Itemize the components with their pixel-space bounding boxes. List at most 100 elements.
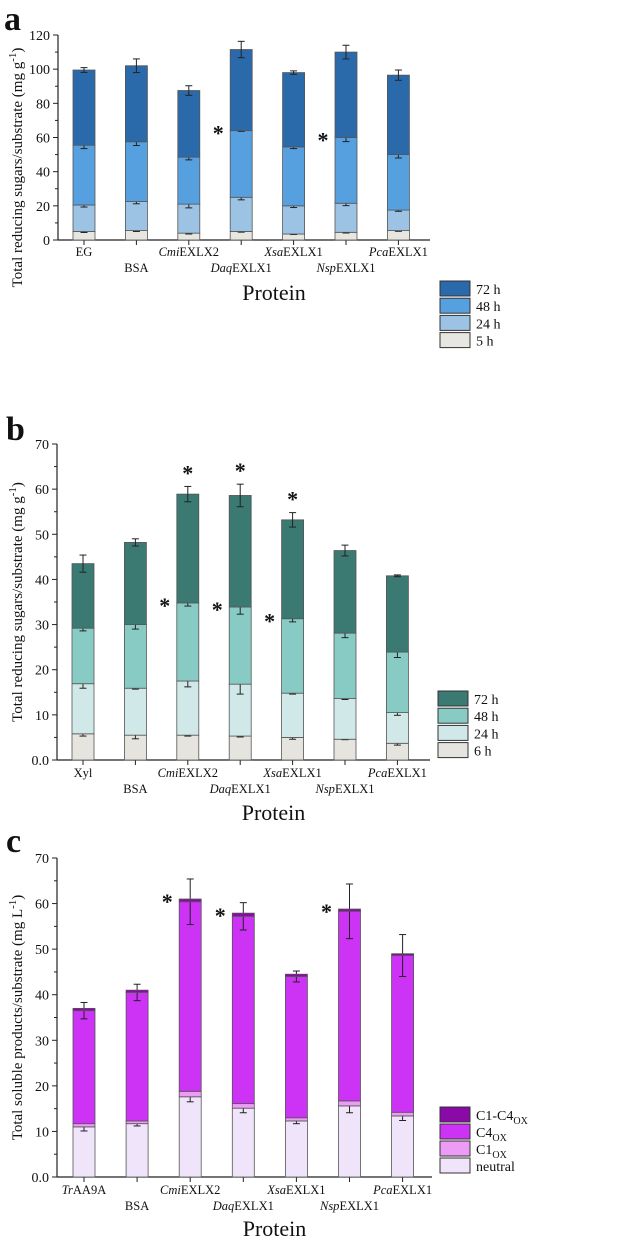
legend-swatch	[439, 1140, 471, 1157]
bar-segment	[284, 973, 308, 977]
legend-label: C1-C4OX	[476, 1109, 529, 1127]
bar-segment	[125, 1120, 149, 1125]
legend: 72 h 48 h 24 h 5 h	[439, 280, 501, 350]
legend-swatch	[437, 707, 469, 724]
y-tick-label: 30	[35, 1034, 49, 1049]
legend: 72 h 48 h 24 h 6 h	[437, 690, 499, 760]
bar-segment	[391, 955, 415, 1113]
bar-segment	[229, 49, 253, 132]
legend-swatch	[439, 1157, 471, 1174]
bar-segment	[284, 976, 308, 1119]
legend-label: C1OX	[476, 1143, 508, 1161]
y-tick-label: 40	[35, 989, 49, 1004]
y-tick-label: 60	[35, 898, 49, 913]
y-tick-label: 10	[35, 1125, 49, 1140]
significance-marker: *	[212, 597, 223, 622]
y-axis-title: Total reducing sugars/substrate (mg g-1)	[7, 48, 26, 288]
x-axis-title: Protein	[242, 800, 306, 825]
bar-segment	[176, 734, 200, 761]
bar-segment	[125, 992, 149, 1122]
legend-swatch	[439, 1106, 471, 1123]
bar-segment	[72, 69, 96, 146]
bar-segment	[71, 627, 95, 685]
bar-segment	[177, 90, 201, 158]
bar-segment	[385, 742, 409, 761]
bar-segment	[385, 712, 409, 744]
bar-segment	[281, 737, 305, 761]
bar-segment	[229, 196, 253, 232]
legend-label: 72 h	[476, 283, 501, 298]
bar-segment	[72, 144, 96, 206]
bar-segment	[281, 618, 305, 694]
bar-segment	[228, 495, 252, 608]
x-tick-label: PcaEXLX1	[372, 1183, 432, 1197]
bar-segment	[334, 202, 358, 233]
bar-segment	[338, 1100, 361, 1107]
bar-segment	[334, 137, 358, 204]
bar-segment	[125, 230, 148, 241]
bar-segment	[333, 632, 357, 700]
bar-segment	[178, 898, 202, 903]
significance-marker: *	[264, 609, 275, 634]
y-tick-label: 0	[43, 234, 50, 249]
legend-swatch	[437, 742, 469, 759]
legend-swatch	[437, 724, 469, 741]
y-tick-label: 50	[35, 943, 49, 958]
bar-segment	[284, 1117, 308, 1122]
bar-segment	[125, 989, 149, 993]
bar-segment	[178, 901, 202, 1092]
x-axis-title: Protein	[242, 280, 306, 305]
bar-segment	[125, 201, 148, 232]
y-tick-label: 50	[35, 528, 49, 543]
significance-marker: *	[235, 458, 246, 483]
x-tick-label: NspEXLX1	[314, 782, 374, 796]
x-axis-title: Protein	[243, 1216, 307, 1240]
bar-segment	[386, 154, 410, 211]
legend-label: 24 h	[476, 317, 501, 332]
x-tick-label: XsaEXLX1	[266, 1183, 325, 1197]
bar-segment	[385, 651, 409, 714]
legend-swatch	[439, 314, 471, 331]
bar-segment	[391, 1111, 415, 1117]
significance-marker: *	[321, 899, 332, 924]
legend-swatch	[439, 332, 471, 349]
bar-segment	[229, 231, 253, 241]
bar-segment	[177, 203, 201, 234]
significance-marker: *	[318, 128, 329, 153]
bar-segment	[385, 575, 409, 653]
bar-segment	[333, 738, 357, 761]
bar-segment	[338, 1105, 361, 1178]
bar-segment	[386, 74, 410, 155]
bar-segment	[231, 1107, 255, 1178]
x-tick-label: XsaEXLX1	[262, 766, 321, 780]
significance-marker: *	[159, 593, 170, 618]
x-tick-label: EG	[76, 245, 93, 259]
bar-segment	[176, 493, 200, 604]
bar-segment	[72, 1123, 96, 1128]
bar-segment	[228, 606, 252, 685]
bar-segment	[124, 687, 147, 736]
y-tick-label: 120	[29, 29, 50, 44]
bar-segment	[178, 1090, 202, 1098]
x-tick-label: CmiEXLX2	[160, 1183, 220, 1197]
legend-swatch	[439, 280, 471, 297]
legend-label: 24 h	[474, 727, 499, 742]
y-tick-label: 70	[35, 852, 49, 867]
y-axis-title: Total reducing sugars/substrate (mg g-1)	[7, 482, 26, 722]
x-tick-label: NspEXLX1	[319, 1199, 379, 1213]
bar-segment	[282, 205, 306, 235]
bar-segment	[72, 1126, 96, 1178]
y-tick-label: 0.0	[32, 754, 50, 769]
y-tick-label: 80	[36, 97, 50, 112]
panel-letter: a	[4, 1, 21, 38]
legend-label: 5 h	[476, 335, 494, 350]
bar-segment	[338, 910, 361, 1102]
bar-segment	[178, 1096, 202, 1178]
significance-marker: *	[162, 889, 173, 914]
bar-segment	[334, 51, 358, 138]
bar-segment	[231, 912, 255, 917]
x-tick-label: DaqEXLX1	[209, 782, 271, 796]
bar-segment	[386, 209, 410, 232]
x-tick-label: BSA	[123, 782, 147, 796]
